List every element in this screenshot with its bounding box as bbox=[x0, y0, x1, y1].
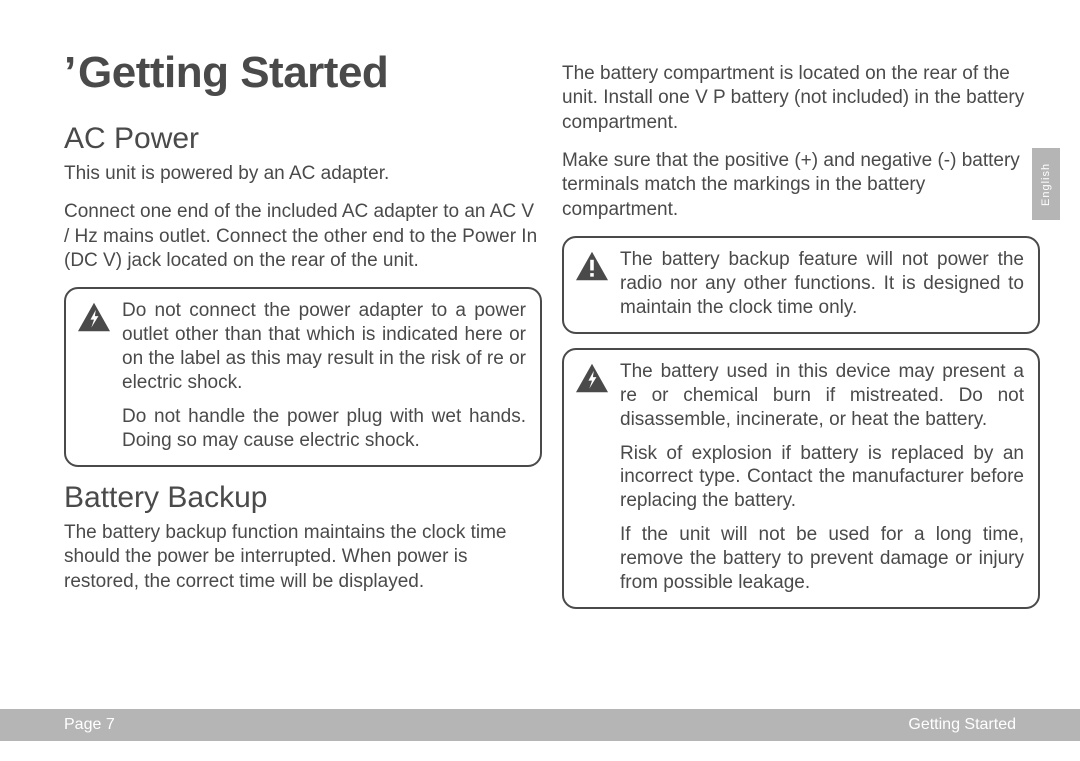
right-column: The battery compartment is located on th… bbox=[562, 48, 1040, 700]
warning-text: Do not connect the power adapter to a po… bbox=[122, 299, 526, 453]
battery-backup-heading: Battery Backup bbox=[64, 481, 542, 515]
footer-page-number: Page 7 bbox=[64, 716, 115, 734]
right-warn2-p3: If the unit will not be used for a long … bbox=[620, 523, 1024, 595]
chapter-title-text: Getting Started bbox=[78, 48, 388, 97]
right-p2: Make sure that the positive (+) and nega… bbox=[562, 149, 1040, 222]
language-tab: English bbox=[1032, 148, 1060, 220]
chapter-title: ’Getting Started bbox=[64, 48, 542, 98]
page-footer: Page 7 Getting Started bbox=[0, 709, 1080, 741]
alert-warning-box: The battery backup feature will not powe… bbox=[562, 236, 1040, 334]
manual-page: English ’Getting Started AC Power This u… bbox=[0, 0, 1080, 761]
ac-power-p2: Connect one end of the included AC adapt… bbox=[64, 200, 542, 273]
shock-triangle-icon bbox=[76, 299, 112, 453]
warning-text: The battery backup feature will not powe… bbox=[620, 248, 1024, 320]
warn1-p2: Do not handle the power plug with wet ha… bbox=[122, 405, 526, 453]
right-p1: The battery compartment is located on th… bbox=[562, 62, 1040, 135]
ac-power-p1: This unit is powered by an AC adapter. bbox=[64, 162, 542, 186]
ac-power-heading: AC Power bbox=[64, 122, 542, 156]
left-column: ’Getting Started AC Power This unit is p… bbox=[64, 48, 542, 700]
battery-backup-p1: The battery backup function maintains th… bbox=[64, 521, 542, 594]
shock-triangle-icon bbox=[574, 360, 610, 595]
shock-warning-box-1: Do not connect the power adapter to a po… bbox=[64, 287, 542, 467]
right-warn2-p1: The battery used in this device may pres… bbox=[620, 360, 1024, 432]
warning-text: The battery used in this device may pres… bbox=[620, 360, 1024, 595]
alert-triangle-icon bbox=[574, 248, 610, 320]
shock-warning-box-2: The battery used in this device may pres… bbox=[562, 348, 1040, 609]
warn1-p1: Do not connect the power adapter to a po… bbox=[122, 299, 526, 395]
page-content: ’Getting Started AC Power This unit is p… bbox=[0, 0, 1080, 700]
footer-section-name: Getting Started bbox=[908, 716, 1016, 734]
right-warn2-p2: Risk of explosion if battery is replaced… bbox=[620, 442, 1024, 514]
right-warn1-p1: The battery backup feature will not powe… bbox=[620, 248, 1024, 320]
